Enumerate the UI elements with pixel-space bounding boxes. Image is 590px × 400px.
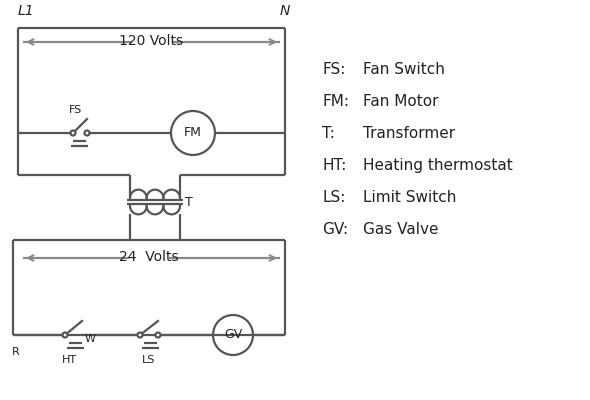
Text: FM: FM [184, 126, 202, 140]
Text: LS:: LS: [322, 190, 345, 205]
Text: 24  Volts: 24 Volts [119, 250, 179, 264]
Text: GV: GV [224, 328, 242, 342]
Text: FM:: FM: [322, 94, 349, 109]
Circle shape [137, 332, 143, 338]
Text: T: T [185, 196, 193, 208]
Text: Fan Switch: Fan Switch [363, 62, 445, 77]
Text: Gas Valve: Gas Valve [363, 222, 438, 237]
Circle shape [70, 130, 76, 136]
Text: L1: L1 [18, 4, 35, 18]
Text: Heating thermostat: Heating thermostat [363, 158, 513, 173]
Text: LS: LS [142, 355, 156, 365]
Text: HT: HT [61, 355, 77, 365]
Text: Fan Motor: Fan Motor [363, 94, 438, 109]
Circle shape [156, 332, 160, 338]
Text: Transformer: Transformer [363, 126, 455, 141]
Circle shape [63, 332, 67, 338]
Text: FS:: FS: [322, 62, 345, 77]
Text: 120 Volts: 120 Volts [119, 34, 183, 48]
Text: W: W [85, 334, 96, 344]
Text: N: N [280, 4, 290, 18]
Text: FS: FS [68, 105, 81, 115]
Circle shape [84, 130, 90, 136]
Text: Limit Switch: Limit Switch [363, 190, 457, 205]
Text: T:: T: [322, 126, 335, 141]
Text: HT:: HT: [322, 158, 346, 173]
Text: GV:: GV: [322, 222, 348, 237]
Text: R: R [12, 347, 20, 357]
